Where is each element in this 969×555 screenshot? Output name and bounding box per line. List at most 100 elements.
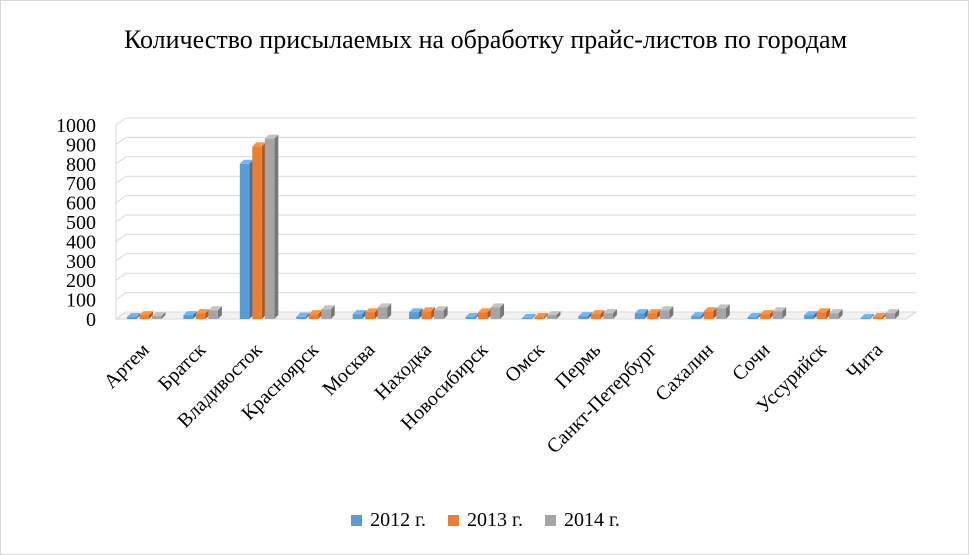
bar-top	[321, 305, 335, 310]
bar-top	[578, 312, 592, 317]
bar-side	[556, 311, 561, 319]
bar-top	[521, 314, 536, 319]
bar	[409, 312, 419, 319]
bar	[139, 315, 149, 319]
bar	[490, 307, 501, 319]
bar	[590, 314, 601, 319]
bar-side	[782, 307, 787, 319]
bar-side	[443, 306, 448, 319]
bar-top	[760, 310, 774, 315]
bar-side	[531, 314, 536, 319]
bar	[716, 308, 726, 319]
bar-top	[465, 313, 480, 318]
legend-item: 2012 г.	[351, 509, 426, 532]
bar	[352, 314, 363, 319]
bar-side	[274, 134, 279, 319]
bar	[126, 317, 137, 319]
gridline	[115, 253, 916, 262]
bar	[634, 313, 645, 319]
legend-label: 2012 г.	[370, 509, 427, 531]
bar	[647, 313, 657, 319]
bar	[421, 311, 432, 319]
bar-side	[217, 306, 222, 319]
bar-side	[838, 309, 843, 319]
bar	[434, 310, 444, 319]
bar-top	[195, 309, 210, 314]
bar-side	[725, 304, 730, 319]
bar-top	[490, 303, 505, 308]
bar-top	[634, 309, 649, 314]
bar	[252, 146, 262, 319]
y-tick-label: 1000	[56, 115, 96, 137]
chart-legend: 2012 г. 2013 г. 2014 г.	[1, 509, 969, 532]
bar-side	[600, 310, 605, 319]
x-tick-label: Москва	[318, 339, 379, 400]
bar-top	[716, 304, 730, 309]
bar-side	[826, 308, 831, 319]
legend-swatch	[544, 515, 556, 526]
bar-top	[747, 313, 762, 318]
bar	[546, 315, 557, 319]
bar-top	[208, 306, 222, 311]
bar	[296, 316, 306, 319]
y-tick-label: 500	[66, 212, 96, 234]
bar	[239, 163, 250, 319]
bar-side	[669, 306, 674, 319]
legend-swatch	[351, 515, 363, 526]
bar-side	[136, 313, 141, 319]
gridline	[115, 214, 916, 223]
gridline	[115, 175, 916, 184]
y-tick-label: 900	[66, 134, 96, 156]
bar-side	[644, 309, 649, 319]
bar	[772, 311, 783, 319]
bar-top	[239, 159, 254, 164]
bar-top	[151, 312, 166, 317]
bar	[873, 317, 883, 319]
gridline	[115, 272, 916, 281]
legend-label: 2014 г.	[563, 509, 620, 531]
bar	[829, 313, 839, 319]
bar	[377, 307, 388, 319]
x-tick-label: Артем	[100, 339, 154, 393]
bar-side	[895, 309, 900, 319]
x-tick-label: Чита	[842, 339, 887, 384]
y-tick-label: 100	[66, 290, 96, 312]
y-tick-label: 0	[86, 309, 96, 331]
bar-side	[587, 312, 592, 319]
gridline	[115, 233, 916, 242]
bar-side	[387, 303, 392, 319]
x-tick-label: Омск	[501, 339, 549, 387]
bar-top	[308, 310, 323, 315]
bar-top	[603, 309, 617, 314]
bar-top	[590, 310, 605, 315]
bar	[195, 313, 206, 319]
bar-side	[500, 303, 505, 319]
bar-top	[659, 306, 674, 311]
bar	[578, 316, 588, 319]
x-tick-label: Сочи	[728, 339, 775, 386]
legend-item: 2014 г.	[544, 509, 620, 532]
bar-top	[772, 307, 787, 312]
y-tick-label: 700	[66, 173, 96, 195]
bar-top	[546, 311, 561, 316]
bar-top	[703, 307, 718, 312]
bar-top	[365, 308, 379, 313]
bar-top	[885, 309, 900, 314]
gridline	[115, 156, 916, 165]
y-tick-label: 300	[66, 251, 96, 273]
bar	[521, 318, 532, 319]
legend-label: 2013 г.	[467, 509, 523, 531]
gridline	[115, 136, 916, 145]
bar	[264, 138, 275, 319]
bar-top	[691, 312, 705, 317]
bar	[365, 312, 375, 319]
bar	[659, 310, 670, 319]
bar-top	[421, 307, 436, 312]
bar	[478, 312, 488, 319]
chart-floor	[114, 311, 918, 320]
bar	[308, 314, 319, 319]
bar-side	[418, 308, 423, 319]
bar-top	[296, 312, 310, 317]
bar	[534, 317, 544, 319]
legend-swatch	[448, 515, 460, 526]
